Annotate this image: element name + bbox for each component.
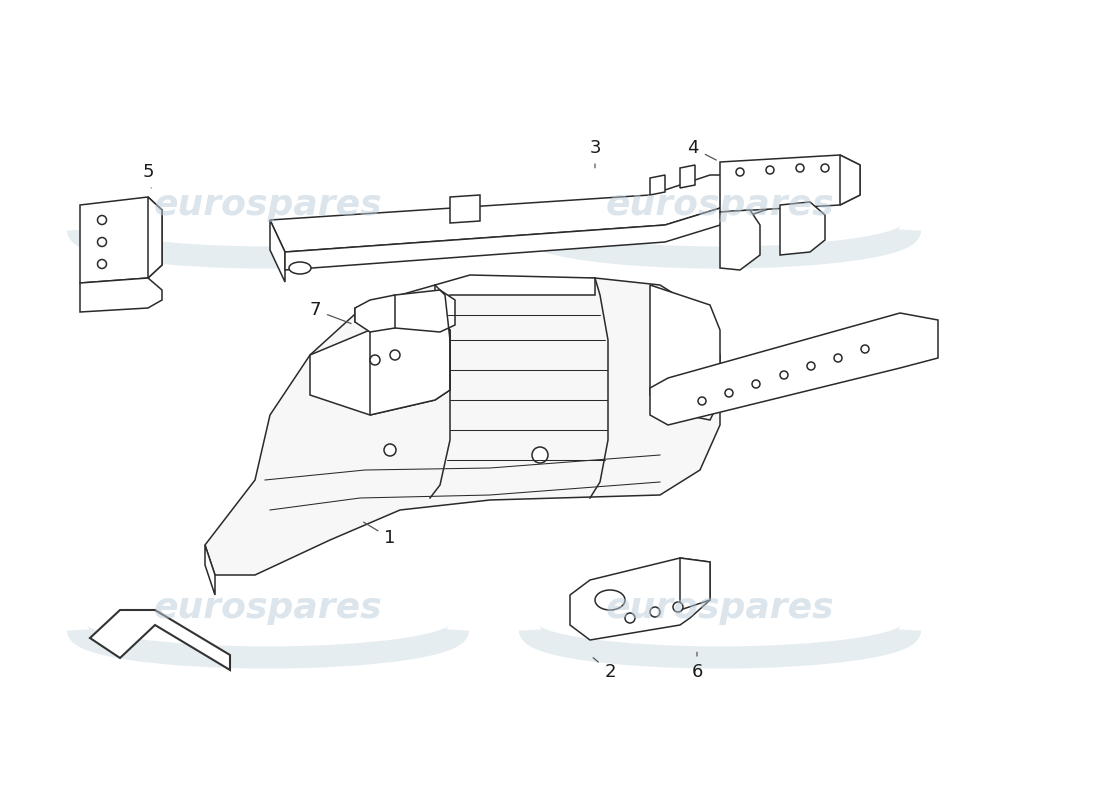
Polygon shape (650, 313, 938, 425)
Circle shape (98, 215, 107, 225)
Polygon shape (840, 155, 860, 205)
Polygon shape (780, 202, 825, 255)
Ellipse shape (289, 262, 311, 274)
Text: 3: 3 (590, 139, 601, 168)
Text: eurospares: eurospares (606, 188, 834, 222)
Circle shape (532, 447, 548, 463)
Circle shape (650, 607, 660, 617)
Polygon shape (355, 290, 455, 332)
Polygon shape (355, 295, 395, 332)
Circle shape (766, 166, 774, 174)
Polygon shape (434, 275, 595, 300)
Circle shape (625, 613, 635, 623)
Polygon shape (680, 558, 710, 610)
Polygon shape (450, 195, 480, 223)
Circle shape (370, 355, 379, 365)
Circle shape (98, 238, 107, 246)
Polygon shape (80, 197, 162, 283)
Circle shape (390, 350, 400, 360)
Text: eurospares: eurospares (606, 591, 834, 625)
Polygon shape (720, 210, 760, 270)
Polygon shape (650, 175, 666, 195)
Polygon shape (720, 155, 860, 212)
Polygon shape (285, 185, 795, 270)
Circle shape (780, 371, 788, 379)
Polygon shape (370, 315, 450, 415)
Text: eurospares: eurospares (154, 591, 383, 625)
Polygon shape (570, 558, 710, 640)
Text: 7: 7 (309, 301, 351, 323)
Text: eurospares: eurospares (154, 188, 383, 222)
Circle shape (796, 164, 804, 172)
Circle shape (384, 444, 396, 456)
Polygon shape (80, 278, 162, 312)
Circle shape (834, 354, 842, 362)
Polygon shape (680, 328, 930, 400)
Polygon shape (680, 165, 695, 188)
Polygon shape (270, 175, 795, 252)
Circle shape (673, 602, 683, 612)
Circle shape (698, 397, 706, 405)
Circle shape (98, 259, 107, 269)
Polygon shape (205, 278, 720, 575)
Polygon shape (310, 315, 450, 415)
Circle shape (752, 380, 760, 388)
Polygon shape (90, 610, 230, 670)
Polygon shape (205, 545, 214, 595)
Polygon shape (680, 318, 930, 390)
Ellipse shape (595, 590, 625, 610)
Circle shape (807, 362, 815, 370)
Polygon shape (270, 220, 285, 282)
Circle shape (861, 345, 869, 353)
Circle shape (736, 168, 744, 176)
Polygon shape (650, 285, 721, 420)
Circle shape (821, 164, 829, 172)
Text: 5: 5 (142, 163, 154, 188)
Circle shape (725, 389, 733, 397)
Text: 4: 4 (688, 139, 716, 160)
Polygon shape (148, 197, 162, 278)
Text: 6: 6 (691, 652, 703, 681)
Text: 1: 1 (364, 522, 396, 547)
Text: 2: 2 (593, 658, 616, 681)
